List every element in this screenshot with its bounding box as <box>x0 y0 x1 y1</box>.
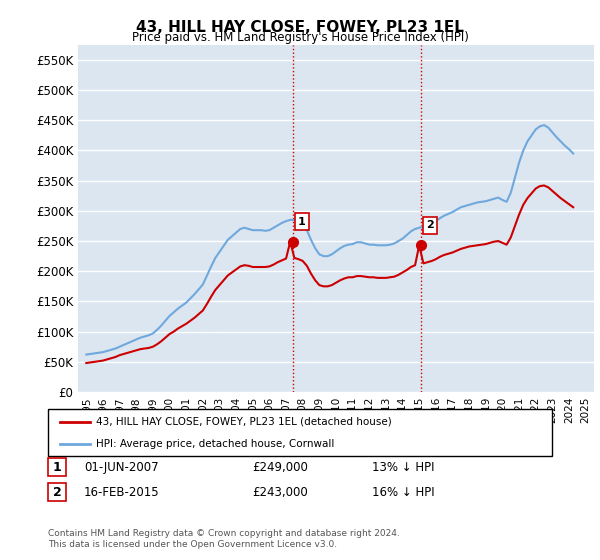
Text: Contains HM Land Registry data © Crown copyright and database right 2024.
This d: Contains HM Land Registry data © Crown c… <box>48 529 400 549</box>
Text: 43, HILL HAY CLOSE, FOWEY, PL23 1EL: 43, HILL HAY CLOSE, FOWEY, PL23 1EL <box>136 20 464 35</box>
Text: 01-JUN-2007: 01-JUN-2007 <box>84 460 158 474</box>
Text: 16% ↓ HPI: 16% ↓ HPI <box>372 486 434 499</box>
Text: £243,000: £243,000 <box>252 486 308 499</box>
Text: 1: 1 <box>298 217 306 227</box>
Text: 2: 2 <box>426 221 434 230</box>
Text: 2: 2 <box>53 486 61 499</box>
Text: HPI: Average price, detached house, Cornwall: HPI: Average price, detached house, Corn… <box>96 439 334 449</box>
Text: 1: 1 <box>53 460 61 474</box>
Text: 16-FEB-2015: 16-FEB-2015 <box>84 486 160 499</box>
Text: 13% ↓ HPI: 13% ↓ HPI <box>372 460 434 474</box>
Text: £249,000: £249,000 <box>252 460 308 474</box>
Text: Price paid vs. HM Land Registry's House Price Index (HPI): Price paid vs. HM Land Registry's House … <box>131 31 469 44</box>
Text: 43, HILL HAY CLOSE, FOWEY, PL23 1EL (detached house): 43, HILL HAY CLOSE, FOWEY, PL23 1EL (det… <box>96 417 392 427</box>
